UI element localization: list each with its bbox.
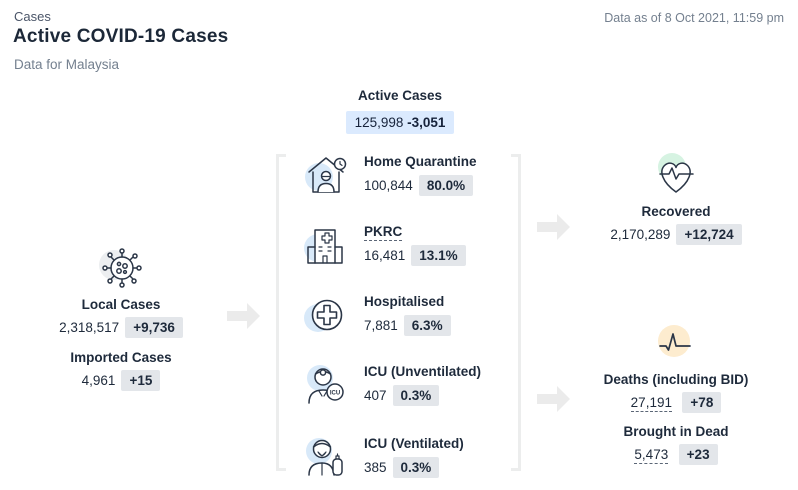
flow-arrow-icon	[537, 386, 571, 412]
breakdown-label: Hospitalised	[364, 294, 445, 309]
home-quarantine-icon	[303, 151, 351, 197]
virus-icon	[33, 243, 209, 293]
breakdown-pct-badge: 0.3%	[392, 457, 440, 478]
active-cases-breakdown: Home Quarantine 100,844 80.0%	[303, 151, 503, 479]
breakdown-row-home-quarantine: Home Quarantine 100,844 80.0%	[303, 151, 503, 197]
ventilator-patient-icon	[303, 433, 351, 479]
breakdown-row-pkrc: PKRC 16,481 13.1%	[303, 221, 503, 267]
local-cases-stat: 2,318,517 +9,736	[33, 317, 209, 338]
local-cases-label: Local Cases	[81, 297, 161, 312]
bracket-left	[276, 154, 286, 471]
recovered-change-badge: +12,724	[676, 224, 742, 245]
breakdown-row-icu-unventilated: ICU ICU (Unventilated) 407 0.3%	[303, 361, 503, 409]
breakdown-stat: 100,844 80.0%	[364, 175, 477, 196]
breakdown-label: ICU (Ventilated)	[364, 436, 464, 451]
active-cases-change: -3,051	[407, 115, 446, 130]
pkrc-hospital-icon	[303, 221, 351, 267]
imported-cases-change-badge: +15	[121, 370, 161, 391]
data-timestamp: Data as of 8 Oct 2021, 11:59 pm	[604, 11, 784, 25]
deaths-value[interactable]: 27,191	[630, 395, 672, 412]
active-cases-label: Active Cases	[357, 88, 443, 103]
recovered-heart-icon	[586, 150, 766, 198]
bid-change-badge: +23	[678, 444, 718, 465]
active-cases-value: 125,998	[354, 115, 404, 130]
imported-cases-value: 4,961	[81, 373, 116, 388]
flow-arrow-icon	[227, 303, 261, 329]
recovered-stat: 2,170,289 +12,724	[586, 224, 766, 245]
bid-label: Brought in Dead	[623, 424, 729, 439]
breakdown-value: 407	[364, 388, 387, 403]
bracket-right	[511, 154, 521, 471]
bid-stat: 5,473 +23	[576, 444, 776, 465]
local-cases-value: 2,318,517	[59, 320, 120, 335]
breakdown-stat: 385 0.3%	[364, 457, 464, 478]
deaths-change-badge: +78	[682, 392, 722, 413]
deaths-flatline-icon	[576, 320, 776, 364]
cases-input-panel: Local Cases 2,318,517 +9,736 Imported Cas…	[33, 243, 209, 391]
breakdown-stat: 407 0.3%	[364, 385, 481, 406]
flow-arrow-icon	[537, 214, 571, 240]
imported-cases-label: Imported Cases	[70, 350, 172, 365]
deaths-stat: 27,191 +78	[576, 392, 776, 413]
imported-cases-stat: 4,961 +15	[33, 370, 209, 391]
deaths-panel: Deaths (including BID) 27,191 +78 Brough…	[576, 320, 776, 465]
breakdown-label-pkrc-abbr[interactable]: PKRC	[364, 224, 403, 241]
breakdown-stat: 16,481 13.1%	[364, 245, 466, 266]
breakdown-pct-badge: 0.3%	[392, 385, 440, 406]
breakdown-row-hospitalised: Hospitalised 7,881 6.3%	[303, 291, 503, 337]
active-cases-summary: Active Cases 125,998 -3,051	[300, 88, 500, 134]
breakdown-value: 100,844	[364, 178, 413, 193]
breakdown-value: 7,881	[364, 318, 398, 333]
breadcrumb[interactable]: Cases	[14, 9, 51, 24]
breakdown-pct-badge: 80.0%	[418, 175, 474, 196]
page-subtitle: Data for Malaysia	[14, 57, 120, 72]
breakdown-value: 385	[364, 460, 387, 475]
page-title: Active COVID-19 Cases	[13, 26, 229, 47]
bid-value[interactable]: 5,473	[634, 447, 669, 464]
breakdown-label: Home Quarantine	[364, 154, 477, 169]
breakdown-row-icu-ventilated: ICU (Ventilated) 385 0.3%	[303, 433, 503, 479]
recovered-value: 2,170,289	[610, 227, 671, 242]
deaths-label: Deaths (including BID)	[603, 372, 749, 387]
active-cases-badge: 125,998 -3,051	[345, 111, 455, 134]
breakdown-stat: 7,881 6.3%	[364, 315, 451, 336]
recovered-panel: Recovered 2,170,289 +12,724	[586, 150, 766, 245]
breakdown-label: ICU (Unventilated)	[364, 364, 482, 379]
svg-text:ICU: ICU	[330, 391, 340, 397]
recovered-label: Recovered	[641, 204, 711, 219]
icu-doctor-icon: ICU	[303, 361, 351, 409]
breakdown-pct-badge: 6.3%	[403, 315, 451, 336]
local-cases-change-badge: +9,736	[125, 317, 183, 338]
hospital-cross-icon	[303, 291, 351, 337]
breakdown-pct-badge: 13.1%	[411, 245, 466, 266]
breakdown-value: 16,481	[364, 248, 406, 263]
